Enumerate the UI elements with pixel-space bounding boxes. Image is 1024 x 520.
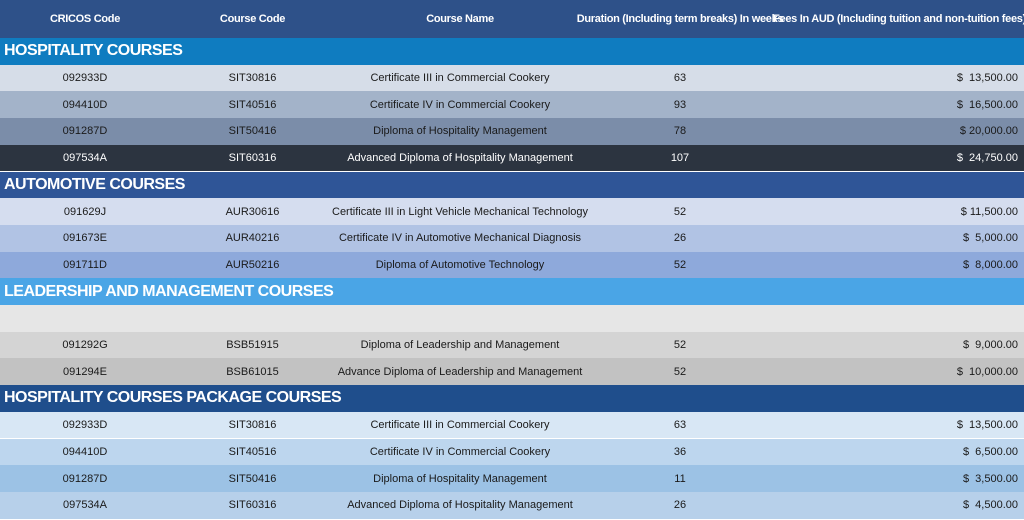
duration: 93 xyxy=(673,98,687,111)
course-code: AUR40216 xyxy=(225,232,280,245)
course-name: Diploma of Hospitality Management xyxy=(373,125,547,138)
fee: $ 10,000.00 xyxy=(956,365,1018,378)
duration: 52 xyxy=(673,258,687,271)
course-row: 091287D SIT50416 Diploma of Hospitality Ma… xyxy=(0,118,1024,145)
column-header: CRICOS Code xyxy=(49,13,121,25)
column-header: Course Name xyxy=(426,13,494,25)
fee: $ 11,500.00 xyxy=(960,205,1018,218)
course-name: Diploma of Leadership and Management xyxy=(360,339,560,352)
duration: 11 xyxy=(674,472,686,485)
section-title: AUTOMOTIVE COURSES xyxy=(0,171,1024,199)
course-code: BSB51915 xyxy=(226,339,279,352)
blank-row xyxy=(0,305,1024,332)
header-row: CRICOS Code Course Code Course Name Duratio… xyxy=(0,0,1024,38)
fee: $ 8,000.00 xyxy=(962,258,1018,271)
fee: $ 6,500.00 xyxy=(962,445,1018,458)
duration: 52 xyxy=(673,205,687,218)
fee: $ 16,500.00 xyxy=(956,98,1018,111)
duration: 26 xyxy=(673,232,687,245)
course-row: 091629J AUR30616 Certificate III in Light … xyxy=(0,198,1024,225)
cricos-code: 091629J xyxy=(63,205,107,218)
cricos-code: 091711D xyxy=(63,258,107,271)
duration: 36 xyxy=(673,445,687,458)
course-name: Diploma of Hospitality Management xyxy=(373,472,547,485)
course-name: Certificate III in Light Vehicle Mechani… xyxy=(332,205,588,218)
fee: $ 13,500.00 xyxy=(956,419,1018,432)
column-header: Course Code xyxy=(219,13,286,25)
course-row: 094410D SIT40516 Certificate IV in Commerc… xyxy=(0,91,1024,119)
duration: 26 xyxy=(673,499,687,512)
course-code: SIT50416 xyxy=(228,472,277,485)
course-name: Certificate IV in Automotive Mechanical … xyxy=(338,232,582,245)
course-row: 097534A SIT60316 Advanced Diploma of Hospi… xyxy=(0,144,1024,172)
cricos-code: 091287D xyxy=(62,125,108,138)
cricos-code: 097534A xyxy=(62,499,108,512)
course-row: 094410D SIT40516 Certificate IV in Commerc… xyxy=(0,438,1024,466)
course-code: SIT30816 xyxy=(228,72,277,85)
duration: 52 xyxy=(673,339,687,352)
fee: $ 4,500.00 xyxy=(962,499,1018,512)
course-row: 091287D SIT50416 Diploma of Hospitality Ma… xyxy=(0,465,1024,492)
course-row: 092933D SIT30816 Certificate III in Commer… xyxy=(0,411,1024,439)
course-code: BSB61015 xyxy=(226,365,279,378)
course-name: Diploma of Automotive Technology xyxy=(375,258,545,271)
cricos-code: 092933D xyxy=(62,72,108,85)
column-header: Fees In AUD (Including tuition and non-t… xyxy=(773,13,1024,25)
course-row: 092933D SIT30816 Certificate III in Commer… xyxy=(0,64,1024,92)
course-name: Certificate III in Commercial Cookery xyxy=(370,72,550,85)
duration: 78 xyxy=(673,125,687,138)
fee: $ 24,750.00 xyxy=(956,152,1018,165)
fee: $ 3,500.00 xyxy=(962,472,1018,485)
fee: $ 13,500.00 xyxy=(956,72,1018,85)
course-code: SIT60316 xyxy=(228,499,277,512)
course-name: Advanced Diploma of Hospitality Manageme… xyxy=(347,152,573,165)
cricos-code: 091294E xyxy=(62,365,108,378)
duration: 63 xyxy=(673,419,687,432)
cricos-code: 091287D xyxy=(62,472,108,485)
cricos-code: 094410D xyxy=(62,445,108,458)
course-name: Advanced Diploma of Hospitality Manageme… xyxy=(347,499,573,512)
course-code: SIT30816 xyxy=(228,419,277,432)
cricos-code: 097534A xyxy=(62,152,108,165)
fee: $ 5,000.00 xyxy=(962,232,1018,245)
course-code: AUR50216 xyxy=(225,258,280,271)
course-code: AUR30616 xyxy=(225,205,280,218)
course-name: Certificate III in Commercial Cookery xyxy=(370,419,550,432)
column-header: Duration (Including term breaks) In week… xyxy=(576,13,784,25)
section-title: LEADERSHIP AND MANAGEMENT COURSES xyxy=(0,278,1024,305)
course-code: SIT40516 xyxy=(228,98,277,111)
cricos-code: 092933D xyxy=(62,419,108,432)
course-row: 097534A SIT60316 Advanced Diploma of Hospi… xyxy=(0,491,1024,519)
course-name: Certificate IV in Commercial Cookery xyxy=(369,445,551,458)
fee: $ 20,000.00 xyxy=(959,125,1018,138)
course-row: 091292G BSB51915 Diploma of Leadership and… xyxy=(0,331,1024,359)
cricos-code: 091673E xyxy=(62,232,108,245)
fee: $ 9,000.00 xyxy=(962,339,1018,352)
course-row: 091711D AUR50216 Diploma of Automotive Tec… xyxy=(0,251,1024,279)
cricos-code: 094410D xyxy=(62,98,108,111)
cricos-code: 091292G xyxy=(62,339,108,352)
course-row: 091294E BSB61015 Advance Diploma of Leader… xyxy=(0,358,1024,386)
course-code: SIT50416 xyxy=(228,125,277,138)
section-title: HOSPITALITY COURSES xyxy=(0,38,1024,65)
course-name: Certificate IV in Commercial Cookery xyxy=(369,98,551,111)
duration: 52 xyxy=(673,365,687,378)
duration: 63 xyxy=(673,72,687,85)
course-code: SIT60316 xyxy=(228,152,277,165)
section-title: HOSPITALITY COURSES PACKAGE COURSES xyxy=(0,385,1024,412)
course-row: 091673E AUR40216 Certificate IV in Automot… xyxy=(0,224,1024,252)
course-code: SIT40516 xyxy=(228,445,277,458)
course-name: Advance Diploma of Leadership and Manage… xyxy=(337,365,583,378)
duration: 107 xyxy=(670,152,690,165)
